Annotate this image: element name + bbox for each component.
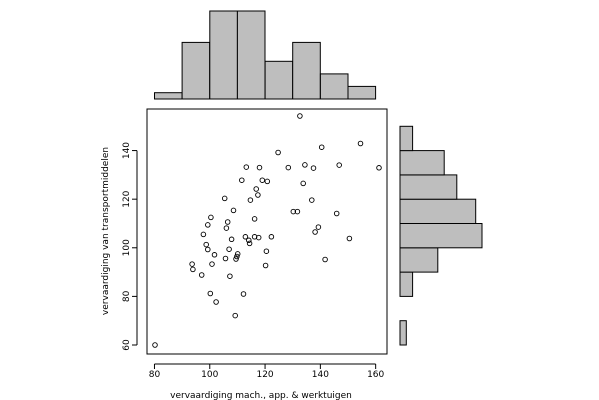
scatter-point [223, 225, 230, 231]
scatter-point [230, 207, 237, 214]
scatter-point [205, 246, 211, 253]
x-axis-label: vervaardiging mach., app. & werktuigen [170, 391, 352, 400]
scatter-point [259, 177, 266, 183]
scatter-point [234, 251, 241, 257]
scatter-point [310, 165, 317, 171]
scatter-point [262, 262, 269, 269]
scatter-point [300, 180, 306, 187]
top-histogram-bar [209, 10, 238, 100]
right-histogram-bar [399, 198, 477, 224]
scatter-point [246, 237, 252, 244]
y-tick-label: 80 [122, 290, 132, 302]
scatter-point [213, 299, 219, 305]
right-histogram-bar [399, 223, 483, 249]
scatter-point [253, 186, 259, 192]
scatter-point [233, 256, 239, 262]
y-tick-label: 60 [122, 339, 132, 351]
right-histogram-bar [399, 150, 445, 176]
scatter-point [256, 164, 263, 171]
x-axis: 80 100 120 140 160 [149, 363, 385, 380]
scatter-point [376, 165, 382, 171]
scatter-point [336, 162, 342, 168]
scatter-point [221, 195, 228, 202]
y-tick-label: 100 [122, 239, 132, 256]
scatter-point [208, 214, 214, 221]
top-histogram-bar [292, 41, 321, 100]
scatter-point [268, 234, 275, 240]
scatter-point [302, 162, 308, 168]
scatter-point [255, 234, 262, 241]
scatter-point [209, 261, 215, 267]
right-histogram-bar [399, 271, 414, 297]
right-histogram-bar [399, 174, 458, 200]
scatter-point [294, 208, 301, 215]
scatter-point [224, 219, 231, 225]
top-histogram [154, 10, 377, 100]
scatter-point [239, 177, 245, 183]
scatter-point [322, 256, 328, 263]
scatter-point [251, 216, 258, 222]
scatter-point [226, 246, 232, 252]
scatter-point [200, 231, 207, 238]
scatter-point [228, 236, 235, 243]
y-tick-label: 140 [122, 142, 132, 159]
scatter-point [333, 210, 340, 217]
scatter-point [290, 208, 297, 215]
scatter-point [297, 113, 303, 119]
scatter-point [227, 273, 233, 279]
scatter-point [263, 248, 270, 254]
right-histogram-bar [399, 247, 439, 273]
scatter-point [240, 291, 247, 297]
top-histogram-bar [347, 85, 377, 100]
x-tick-label: 160 [367, 370, 384, 380]
y-tick-label: 120 [122, 190, 132, 207]
x-tick-label: 100 [201, 370, 218, 380]
scatter-points [152, 113, 382, 348]
scatter-point [234, 253, 240, 260]
scatter-point [243, 164, 250, 170]
top-histogram-bar [264, 60, 294, 100]
top-histogram-bar [319, 73, 349, 100]
scatter-point [255, 192, 261, 198]
scatter-point [211, 252, 218, 258]
scatter-point [315, 224, 322, 230]
scatter-point [189, 261, 195, 267]
scatter-point [232, 312, 238, 319]
y-axis: 60 80 100 120 140 [122, 142, 138, 351]
top-histogram-bar [154, 92, 183, 100]
scatter-point [275, 149, 281, 156]
scatter-point [247, 197, 254, 203]
scatter-point [198, 272, 205, 278]
scatter-point [207, 290, 214, 297]
scatter-point [285, 164, 292, 171]
top-histogram-bar [181, 41, 211, 100]
x-tick-label: 140 [312, 370, 329, 380]
right-histogram [399, 125, 483, 346]
scatter-plot-frame [146, 108, 388, 355]
scatter-point [264, 178, 271, 185]
top-histogram-bar [236, 10, 266, 100]
scatter-point [242, 234, 249, 240]
scatter-point [152, 342, 158, 348]
scatter-point [246, 240, 253, 247]
scatter-point [190, 266, 196, 273]
scatter-point [346, 235, 353, 242]
scatter-point [205, 222, 211, 228]
right-histogram-bar [399, 320, 407, 346]
right-histogram-bar [399, 125, 414, 152]
scatter-point [203, 241, 209, 248]
scatter-point [312, 229, 318, 235]
scatter-point [357, 140, 364, 147]
x-tick-label: 120 [256, 370, 273, 380]
y-axis-label: vervaardiging van transportmiddelen [101, 147, 111, 315]
scatter-point [309, 197, 315, 203]
scatter-point [318, 144, 325, 150]
x-tick-label: 80 [149, 370, 161, 380]
scatter-point [222, 255, 229, 262]
